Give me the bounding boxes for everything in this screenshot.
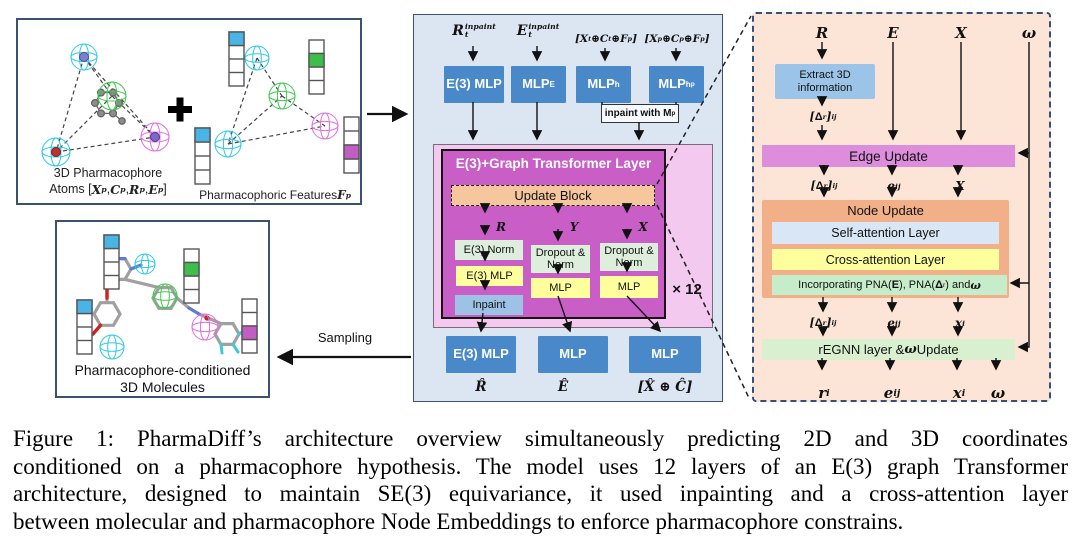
mlp-decoder-box-right: MLP	[629, 336, 701, 373]
feature-vector-columns	[76, 234, 258, 355]
mlp-hp-encoder-box: MLP h p	[649, 66, 704, 103]
magenta-sphere	[311, 112, 339, 140]
e3-norm-box: E(3) Norm	[455, 240, 523, 260]
e3-mlp-encoder-box: E(3) MLP	[444, 66, 504, 103]
feature-vector-columns	[194, 31, 360, 185]
generated-molecule-label-line2: 3D Molecules	[120, 379, 205, 395]
e3-mlp-inner-box: E(3) MLP	[456, 266, 523, 286]
mlp-e-encoder-box: MLP E	[511, 66, 566, 103]
detail-input-e-label: E	[887, 24, 899, 42]
update-block: Update Block	[451, 185, 655, 206]
green-sphere	[152, 283, 178, 309]
molecule-3d-art	[76, 234, 258, 360]
cyan-sphere	[134, 253, 156, 275]
times-12-label: × 12	[672, 281, 702, 298]
output-omega-label: ω	[990, 384, 1006, 402]
e3-mlp-decoder-box: E(3) MLP	[446, 336, 516, 373]
inpaint-box: Inpaint	[455, 295, 523, 315]
branch-y-label: Y	[569, 220, 579, 234]
mlp-box-right: MLP	[600, 276, 658, 298]
atom-blue	[79, 52, 89, 62]
edge-update-bar: Edge Update	[762, 145, 1015, 167]
caption-line: between molecular and pharmacophore Node…	[13, 508, 904, 534]
output-r-hat-label: R̂	[475, 379, 487, 395]
figure-caption: Figure 1: PharmaDiff’s architecture over…	[13, 425, 1068, 535]
caption-line: Figure 1: PharmaDiff’s architecture over…	[13, 426, 1068, 451]
output-xc-hat-label: [X̂ ⊕ Ĉ]	[637, 379, 693, 395]
x-label: X	[955, 179, 965, 193]
self-attention-bar: Self-attention Layer	[772, 222, 999, 244]
cyan-sphere	[214, 130, 242, 158]
output-e-ij-label: e ij	[883, 384, 901, 402]
e-ij-label: e ij	[887, 316, 901, 330]
magenta-sphere	[191, 313, 219, 341]
plus-icon	[168, 97, 192, 122]
pharmacophore-atoms-label-line1: 3D Pharmacophore	[53, 166, 163, 180]
regnn-omega-update-bar: rEGNN layer & ω Update	[762, 339, 1015, 360]
atom-red	[51, 147, 61, 157]
generated-molecule-label-line1: Pharmacophore-conditioned	[74, 362, 251, 378]
branch-x-label: X	[638, 220, 648, 234]
output-e-hat-label: Ê	[557, 379, 569, 395]
detail-input-omega-label: ω	[1021, 24, 1037, 42]
branch-r-label: R	[496, 220, 506, 234]
pharmacophore-graphs-art	[41, 31, 360, 185]
extract-3d-info-box: Extract 3D information	[775, 64, 875, 99]
dropout-norm-box-right: Dropout & Norm	[600, 243, 658, 271]
mlp-box-mid: MLP	[531, 278, 590, 298]
detail-input-x-label: X	[955, 24, 967, 42]
cyan-sphere	[99, 334, 125, 360]
detail-input-r-label: R	[815, 24, 829, 42]
sampling-label: Sampling	[317, 330, 373, 345]
mlp-decoder-box-mid: MLP	[538, 336, 608, 373]
node-update-title: Node Update	[847, 203, 924, 218]
caption-line: architecture, designed to maintain SE(3)…	[13, 481, 1068, 506]
cyan-sphere	[244, 45, 270, 71]
transformer-layer-title: E(3)+Graph Transformer Layer	[455, 156, 652, 171]
mlp-h-encoder-box: MLP h	[576, 66, 631, 103]
atom-purple	[150, 132, 160, 142]
green-sphere	[97, 81, 127, 111]
caption-line: conditioned on a pharmacophore hypothesi…	[13, 453, 1068, 479]
e-ij-label: e ij	[887, 179, 901, 193]
generated-molecule-panel: Pharmacophore-conditioned 3D Molecules	[55, 220, 270, 398]
green-sphere	[268, 82, 296, 110]
transformer-layer-box: E(3)+Graph Transformer Layer Update Bloc…	[441, 149, 666, 319]
cross-attention-bar: Cross-attention Layer	[772, 249, 999, 270]
dropout-norm-box-mid: Dropout & Norm	[531, 245, 590, 273]
